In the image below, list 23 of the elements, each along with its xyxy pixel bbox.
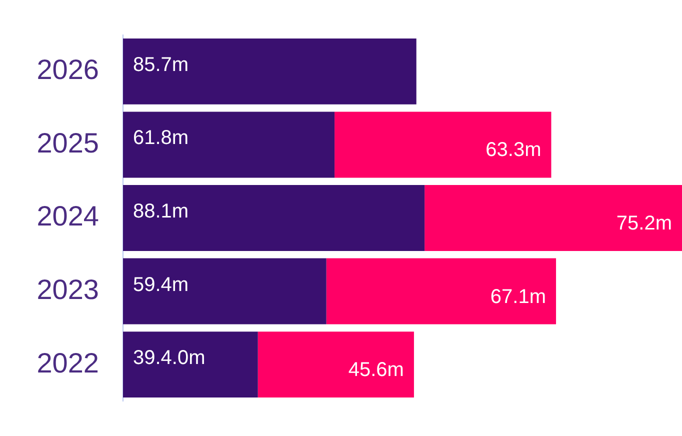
bar bbox=[258, 332, 414, 398]
data-label: 59.4m bbox=[133, 274, 189, 296]
data-label: 63.3m bbox=[486, 139, 542, 162]
y-tick-label: 2022 bbox=[36, 347, 99, 378]
bar bbox=[326, 258, 556, 324]
bar bbox=[123, 332, 258, 398]
data-label: 67.1m bbox=[490, 286, 546, 308]
bar bbox=[334, 112, 552, 178]
bar bbox=[123, 185, 425, 251]
data-label: 45.6m bbox=[348, 359, 404, 382]
bar bbox=[424, 185, 682, 251]
y-tick-label: 2024 bbox=[36, 200, 99, 232]
data-label: 88.1m bbox=[133, 200, 189, 223]
data-label: 39.4.0m bbox=[133, 347, 206, 370]
bar bbox=[123, 38, 416, 104]
bar bbox=[123, 112, 335, 178]
data-label: 85.7m bbox=[133, 54, 189, 76]
bar bbox=[123, 258, 326, 324]
data-label: 75.2m bbox=[616, 212, 672, 235]
y-tick-label: 2025 bbox=[36, 127, 99, 158]
y-tick-label: 2023 bbox=[36, 274, 99, 305]
data-label: 61.8m bbox=[133, 127, 189, 150]
y-tick-label: 2026 bbox=[36, 54, 99, 86]
